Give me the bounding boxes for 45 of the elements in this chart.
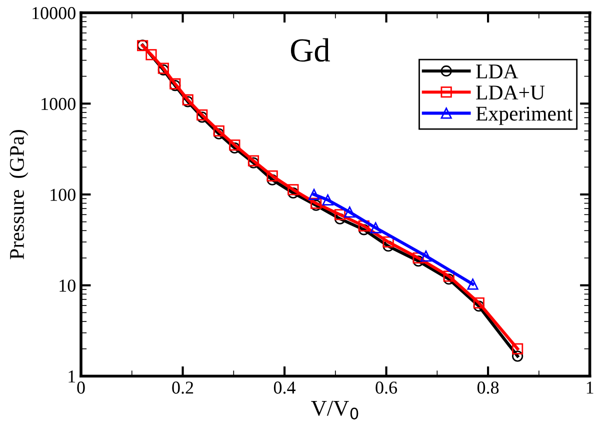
- point: [473, 300, 484, 312]
- legend-label: LDA+U: [476, 86, 545, 100]
- point: [322, 194, 334, 206]
- legend-label: LDA: [476, 64, 518, 78]
- x-tick-label: 1: [586, 382, 594, 394]
- point: [420, 250, 432, 262]
- point: [473, 297, 484, 308]
- y-tick-label: 10000: [32, 7, 76, 20]
- point: [334, 209, 346, 220]
- point: [213, 125, 224, 137]
- x-axis-title: V/V$_{0}$: [311, 400, 358, 420]
- y-tick-label: 1000: [42, 98, 76, 110]
- point: [512, 350, 524, 362]
- y-axis-title: Pressure (GPa): [9, 130, 28, 260]
- point: [358, 224, 370, 236]
- point: [288, 184, 299, 196]
- point: [229, 142, 240, 154]
- point: [467, 278, 478, 290]
- text: Gd: [290, 38, 330, 62]
- point: [266, 174, 278, 186]
- point: [229, 139, 240, 151]
- point: [288, 187, 299, 198]
- x-tick-label: 0.8: [477, 382, 499, 394]
- point: [213, 128, 224, 140]
- point: [266, 170, 278, 182]
- x-tick-label: 0.2: [172, 382, 194, 394]
- point: [344, 206, 356, 218]
- y-tick-label: 100: [50, 188, 76, 201]
- point: [358, 220, 370, 232]
- point: [412, 255, 424, 267]
- point: [512, 343, 524, 354]
- x-tick-label: 0.6: [376, 382, 398, 394]
- y-tick-label: 1: [68, 370, 76, 382]
- x-tick-label: 0: [77, 382, 85, 394]
- point: [308, 188, 320, 200]
- y-tick-label: 10: [60, 280, 76, 292]
- legend-label: Experiment: [476, 106, 573, 125]
- x-tick-label: 0.4: [274, 382, 296, 394]
- point: [382, 236, 394, 248]
- point: [443, 274, 454, 285]
- point: [146, 49, 157, 60]
- point: [370, 222, 382, 234]
- point: [443, 270, 454, 282]
- point: [196, 109, 208, 121]
- point: [412, 252, 424, 264]
